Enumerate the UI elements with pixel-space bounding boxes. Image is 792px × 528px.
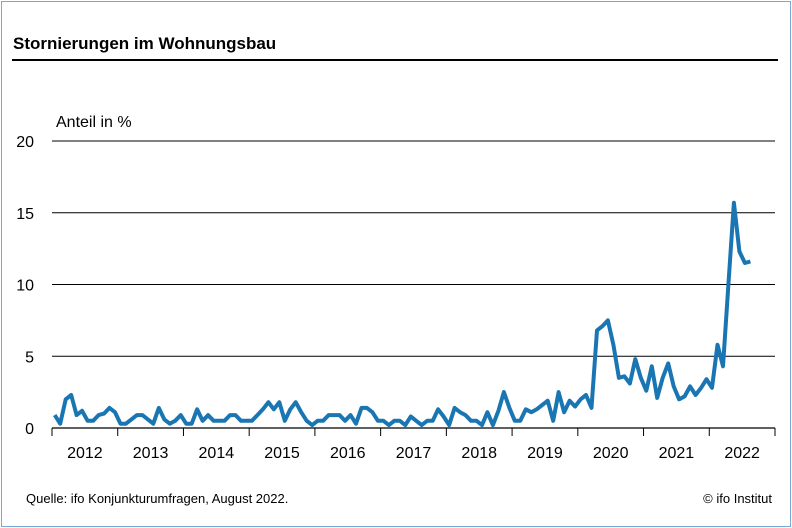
y-tick-label: 10 [16,278,34,295]
y-axis-label: Anteil in % [56,114,132,131]
y-tick-label: 0 [25,421,34,438]
x-tick-label: 2014 [199,445,235,462]
x-tick-label: 2015 [264,445,300,462]
x-tick-label: 2012 [67,445,103,462]
x-tick-label: 2018 [461,445,497,462]
series-line [53,200,751,428]
x-tick-label: 2017 [396,445,432,462]
y-tick-label: 5 [25,349,34,366]
y-tick-label: 20 [16,134,34,151]
x-tick-label: 2016 [330,445,366,462]
y-tick-label: 15 [16,206,34,223]
x-tick-label: 2020 [593,445,629,462]
copyright: © ifo Institut [703,491,772,506]
source-note: Quelle: ifo Konjunkturumfragen, August 2… [26,491,289,506]
chart-title: Stornierungen im Wohnungsbau [13,34,277,53]
x-tick-label: 2021 [659,445,695,462]
x-tick-label: 2019 [527,445,563,462]
x-tick-label: 2022 [724,445,760,462]
x-tick-label: 2013 [133,445,169,462]
title-rule [12,59,778,61]
